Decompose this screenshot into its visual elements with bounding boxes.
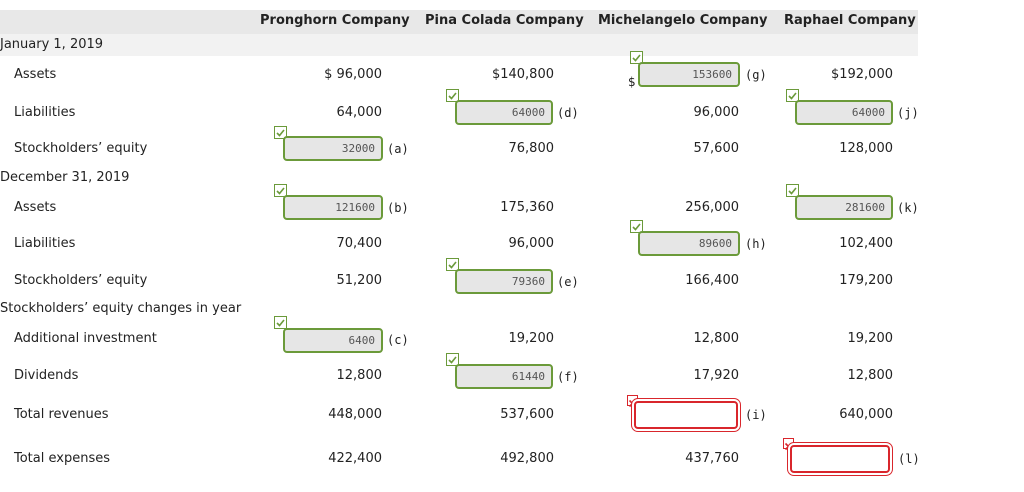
value-cell: 12,800 [693, 331, 740, 346]
answer-tag-k: (k) [897, 201, 919, 215]
value-cell: 256,000 [685, 200, 739, 215]
answer-input-i[interactable] [634, 401, 738, 429]
section-label-changes: Stockholders’ equity changes in year [0, 301, 242, 316]
answer-input-g[interactable]: 153600 [638, 62, 740, 87]
answer-input-f[interactable]: 61440 [455, 364, 553, 389]
value-cell: 12,800 [847, 368, 894, 383]
row-label-se-jan: Stockholders’ equity [14, 141, 148, 156]
correct-check-icon [274, 184, 287, 197]
value-cell: 17,920 [693, 368, 740, 383]
value-cell: 537,600 [500, 407, 554, 422]
col-header-michelangelo: Michelangelo Company [598, 13, 768, 28]
value-cell: 492,800 [500, 451, 554, 466]
value-cell: 96,000 [508, 236, 555, 251]
value-cell: $192,000 [830, 67, 893, 82]
answer-input-l[interactable] [790, 445, 890, 473]
row-label-total-expenses: Total expenses [14, 451, 110, 466]
correct-check-icon [786, 184, 799, 197]
value-cell: 175,360 [500, 200, 554, 215]
row-label-assets-dec: Assets [14, 200, 57, 215]
answer-tag-b: (b) [387, 201, 409, 215]
row-label-total-revenues: Total revenues [14, 407, 109, 422]
correct-check-icon [786, 89, 799, 102]
value-cell: 19,200 [508, 331, 555, 346]
answer-input-c[interactable]: 6400 [283, 328, 383, 353]
value-cell: 128,000 [839, 141, 893, 156]
section-label-jan: January 1, 2019 [0, 37, 104, 52]
value-cell: 76,800 [508, 141, 555, 156]
section-band-jan [0, 34, 918, 56]
answer-tag-i: (i) [745, 408, 767, 422]
answer-tag-h: (h) [745, 237, 767, 251]
value-cell: 437,760 [685, 451, 739, 466]
value-cell: 70,400 [336, 236, 383, 251]
value-cell: 12,800 [336, 368, 383, 383]
row-label-additional-investment: Additional investment [14, 331, 157, 346]
value-cell: 64,000 [336, 105, 383, 120]
value-cell: 166,400 [685, 273, 739, 288]
row-label-liabilities-dec: Liabilities [14, 236, 76, 251]
section-label-dec: December 31, 2019 [0, 170, 130, 185]
answer-input-e[interactable]: 79360 [455, 269, 553, 294]
correct-check-icon [274, 316, 287, 329]
correct-check-icon [446, 353, 459, 366]
col-header-pronghorn: Pronghorn Company [260, 13, 410, 28]
row-label-assets-jan: Assets [14, 67, 57, 82]
value-cell: 448,000 [328, 407, 382, 422]
answer-tag-l: (l) [898, 452, 920, 466]
value-cell: 57,600 [693, 141, 740, 156]
correct-check-icon [274, 126, 287, 139]
answer-input-b[interactable]: 121600 [283, 195, 383, 220]
value-cell: 51,200 [336, 273, 383, 288]
value-cell: 19,200 [847, 331, 894, 346]
row-label-se-dec: Stockholders’ equity [14, 273, 148, 288]
value-cell: $ 96,000 [324, 67, 382, 82]
value-cell: $140,800 [491, 67, 554, 82]
col-header-raphael: Raphael Company [784, 13, 916, 28]
answer-input-a[interactable]: 32000 [283, 136, 383, 161]
value-cell: 96,000 [693, 105, 740, 120]
header-band [0, 10, 918, 34]
value-cell: 179,200 [839, 273, 893, 288]
value-cell: 422,400 [328, 451, 382, 466]
correct-check-icon [446, 258, 459, 271]
answer-tag-g: (g) [745, 68, 767, 82]
answer-tag-c: (c) [387, 333, 409, 347]
row-label-liabilities-jan: Liabilities [14, 105, 76, 120]
answer-input-k[interactable]: 281600 [795, 195, 893, 220]
value-cell: 640,000 [839, 407, 893, 422]
row-label-dividends: Dividends [14, 368, 79, 383]
answer-input-j[interactable]: 64000 [795, 100, 893, 125]
value-cell: 102,400 [839, 236, 893, 251]
answer-tag-f: (f) [557, 370, 579, 384]
answer-tag-j: (j) [897, 106, 919, 120]
answer-tag-e: (e) [557, 275, 579, 289]
col-header-pina-colada: Pina Colada Company [425, 13, 584, 28]
dollar-prefix: $ [628, 75, 636, 89]
answer-input-h[interactable]: 89600 [638, 231, 740, 256]
correct-check-icon [630, 220, 643, 233]
correct-check-icon [446, 89, 459, 102]
answer-input-d[interactable]: 64000 [455, 100, 553, 125]
answer-tag-a: (a) [387, 142, 409, 156]
answer-tag-d: (d) [557, 106, 579, 120]
correct-check-icon [630, 51, 643, 64]
